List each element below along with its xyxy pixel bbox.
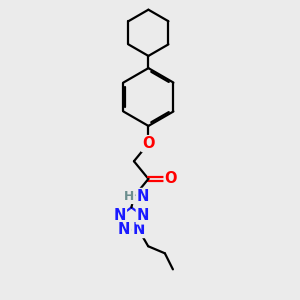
Text: N: N	[114, 208, 126, 224]
Text: H: H	[129, 190, 139, 203]
Text: N: N	[137, 208, 149, 224]
Text: N: N	[137, 189, 150, 204]
Text: O: O	[165, 171, 177, 186]
Text: H: H	[124, 190, 134, 203]
Text: O: O	[142, 136, 154, 151]
Text: N: N	[132, 222, 145, 237]
Text: N: N	[118, 222, 130, 237]
Text: N: N	[137, 189, 149, 204]
